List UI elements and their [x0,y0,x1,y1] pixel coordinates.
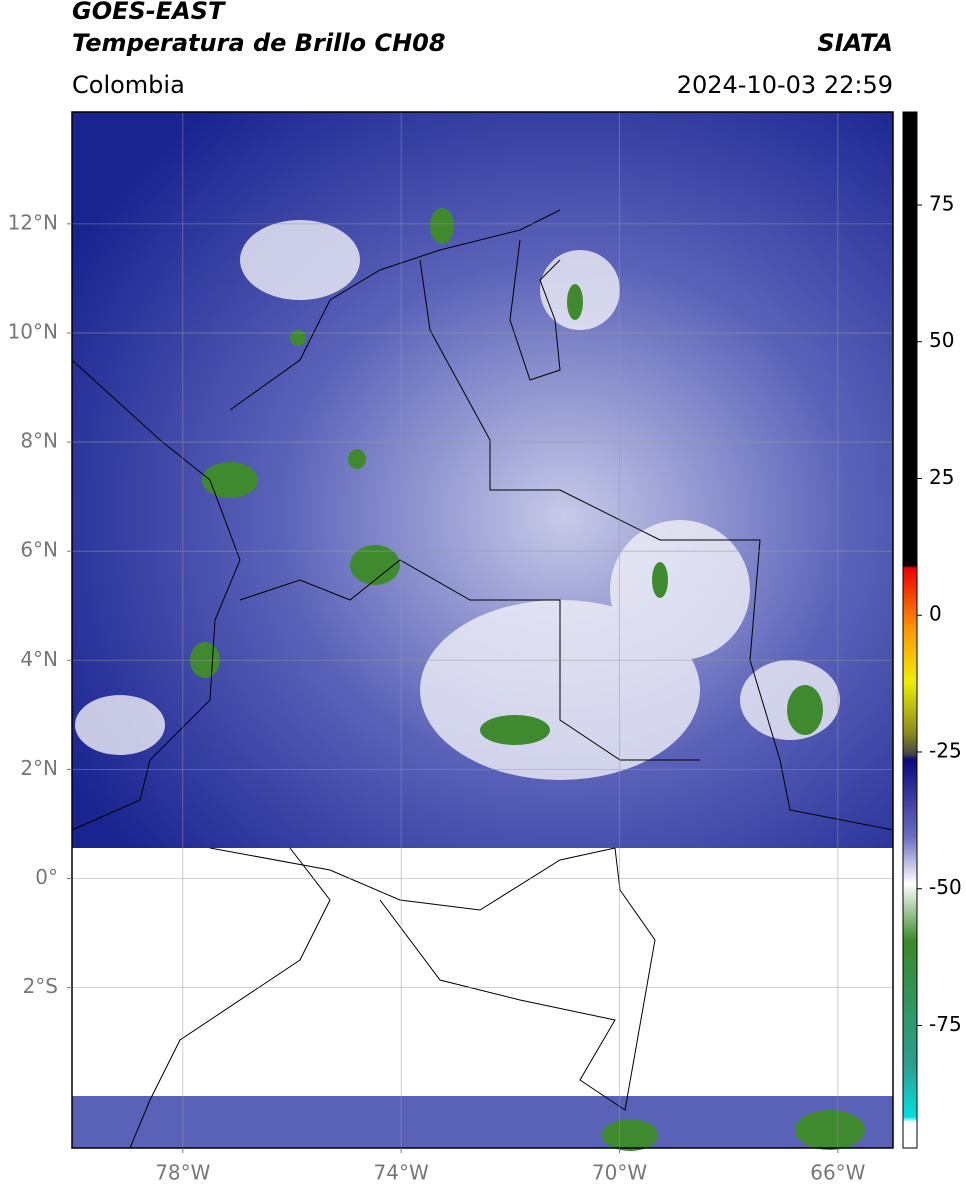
datetime: 2024-10-03 22:59 [677,71,893,99]
x-tick-label: 78°W [155,1161,210,1185]
x-tick-label: 70°W [592,1161,647,1185]
y-tick-label: 10°N [8,319,58,343]
colorbar [902,111,918,1149]
x-tick-label: 66°W [810,1161,865,1185]
y-tick-label: 2°S [23,974,58,998]
colorbar-tick-label: 25 [929,465,954,489]
colorbar-tick-label: 50 [929,328,954,352]
y-tick-label: 4°N [20,647,58,671]
title: GOES-EAST [72,0,226,25]
colorbar-tick-label: 75 [929,191,954,215]
y-tick-label: 12°N [8,210,58,234]
subtitle: Temperatura de Brillo CH08 [72,29,446,57]
y-tick-label: 0° [35,865,58,889]
y-tick-label: 8°N [20,429,58,453]
y-tick-label: 6°N [20,538,58,562]
grid [72,112,893,1148]
colorbar-tick-label: -75 [929,1012,962,1036]
source: SIATA [817,29,893,57]
x-tick-label: 74°W [374,1161,429,1185]
region: Colombia [72,71,185,99]
map-imagery [71,112,894,1151]
y-tick-label: 2°N [20,756,58,780]
map-frame [71,111,894,1149]
colorbar-tick-label: -25 [929,738,962,762]
colorbar-tick-label: 0 [929,602,942,626]
colorbar-tick-label: -50 [929,875,962,899]
